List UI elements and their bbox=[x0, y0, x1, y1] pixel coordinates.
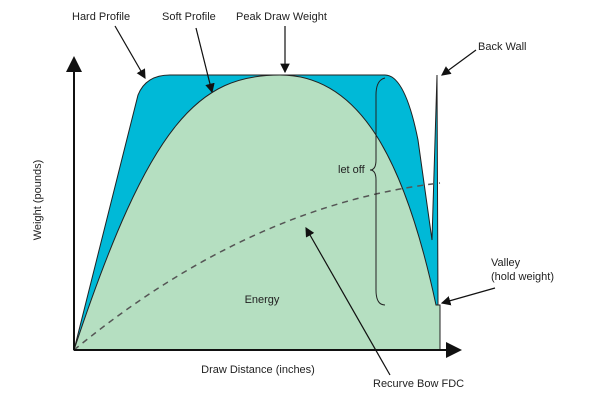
label: let off bbox=[338, 164, 366, 176]
label: Energy bbox=[245, 294, 280, 306]
label: (hold weight) bbox=[491, 271, 554, 283]
hard-arrow bbox=[114, 25, 146, 80]
fdc-curve bbox=[73, 182, 441, 351]
soft-arrow bbox=[195, 27, 215, 94]
label: Recurve Bow FDC bbox=[373, 378, 464, 390]
let-off-brace bbox=[369, 77, 386, 306]
soft-profile-area bbox=[73, 74, 441, 351]
label: Draw Distance (inches) bbox=[201, 364, 315, 376]
label: Hard Profile bbox=[72, 11, 130, 23]
back-wall-arrow bbox=[441, 49, 477, 76]
fdc-arrow bbox=[305, 226, 391, 376]
label: Valley bbox=[491, 257, 521, 269]
label: Back Wall bbox=[478, 41, 527, 53]
label: Weight (pounds) bbox=[32, 160, 44, 241]
label: Peak Draw Weight bbox=[236, 11, 327, 23]
label: Soft Profile bbox=[162, 11, 216, 23]
valley-arrow bbox=[440, 287, 496, 306]
